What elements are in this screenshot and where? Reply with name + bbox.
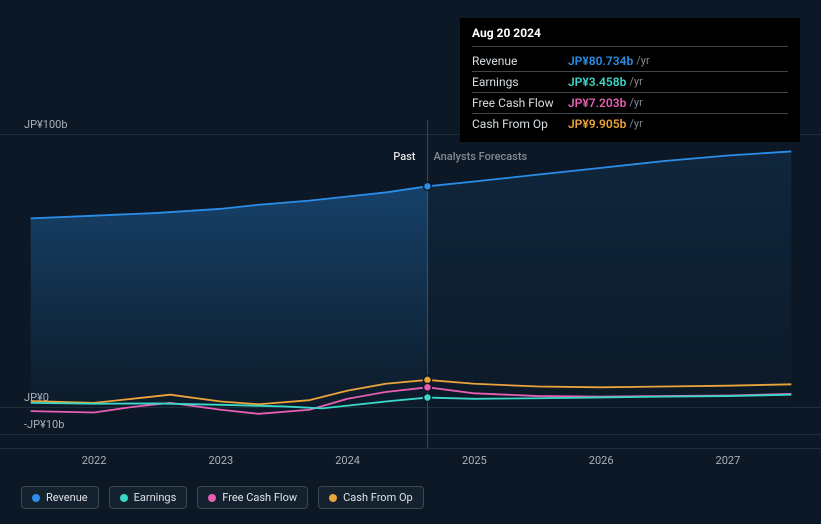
tooltip-row-unit: /yr xyxy=(636,53,649,69)
legend-label: Earnings xyxy=(134,491,177,504)
tooltip-row-value: JP¥3.458b xyxy=(568,74,626,90)
past-label: Past xyxy=(367,150,421,163)
tooltip-row-label: Earnings xyxy=(472,74,568,90)
tooltip-date: Aug 20 2024 xyxy=(472,26,788,47)
tooltip-row-label: Free Cash Flow xyxy=(472,95,568,111)
tooltip-row-label: Cash From Op xyxy=(472,116,568,132)
marker-free-cash-flow[interactable] xyxy=(423,383,431,391)
tooltip-row-value: JP¥9.905b xyxy=(568,116,626,132)
legend-label: Revenue xyxy=(46,491,88,504)
chart-tooltip: Aug 20 2024 RevenueJP¥80.734b/yrEarnings… xyxy=(460,18,800,142)
tooltip-row: RevenueJP¥80.734b/yr xyxy=(472,51,788,72)
forecasts-label: Analysts Forecasts xyxy=(427,150,527,163)
tooltip-row-label: Revenue xyxy=(472,53,568,69)
legend-swatch xyxy=(32,494,40,502)
tooltip-row: EarningsJP¥3.458b/yr xyxy=(472,72,788,93)
tooltip-row-value: JP¥7.203b xyxy=(568,95,626,111)
marker-earnings[interactable] xyxy=(423,394,431,402)
legend-item-cash-from-op[interactable]: Cash From Op xyxy=(318,486,424,509)
tooltip-row-value: JP¥80.734b xyxy=(568,53,633,69)
legend-swatch xyxy=(120,494,128,502)
legend: Revenue Earnings Free Cash Flow Cash From O… xyxy=(21,486,424,509)
tooltip-row-unit: /yr xyxy=(629,74,642,90)
legend-swatch xyxy=(329,494,337,502)
legend-label: Free Cash Flow xyxy=(222,491,297,504)
legend-item-earnings[interactable]: Earnings xyxy=(109,486,188,509)
tooltip-row: Cash From OpJP¥9.905b/yr xyxy=(472,114,788,134)
marker-revenue[interactable] xyxy=(423,182,431,190)
financials-forecast-chart: -JP¥10bJP¥0JP¥100b 202220232024202520262… xyxy=(0,0,821,524)
legend-item-free-cash-flow[interactable]: Free Cash Flow xyxy=(197,486,308,509)
tooltip-row-unit: /yr xyxy=(629,95,642,111)
tooltip-row: Free Cash FlowJP¥7.203b/yr xyxy=(472,93,788,114)
tooltip-row-unit: /yr xyxy=(629,116,642,132)
legend-label: Cash From Op xyxy=(343,491,413,504)
legend-swatch xyxy=(208,494,216,502)
legend-item-revenue[interactable]: Revenue xyxy=(21,486,99,509)
